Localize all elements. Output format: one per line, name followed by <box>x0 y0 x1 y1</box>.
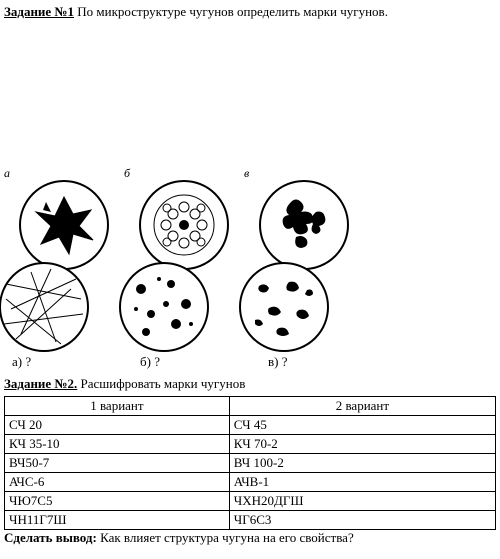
conclusion: Сделать вывод: Как влияет структура чугу… <box>4 530 496 546</box>
microstructure-bot-a <box>0 262 89 352</box>
table-header-row: 1 вариант 2 вариант <box>5 397 496 416</box>
table-cell: ЧХН20ДГШ <box>229 492 495 511</box>
table-cell: СЧ 20 <box>5 416 230 435</box>
microstructure-diagrams: а б <box>4 180 496 370</box>
column-letter: в <box>244 166 249 181</box>
table-cell: ЧЮ7С5 <box>5 492 230 511</box>
conclusion-label: Сделать вывод: <box>4 530 97 545</box>
conclusion-text: Как влияет структура чугуна на его свойс… <box>97 530 354 545</box>
task1-heading: Задание №1 По микроструктуре чугунов опр… <box>4 4 496 20</box>
task2-label: Задание №2. <box>4 376 77 391</box>
table-cell: ВЧ50-7 <box>5 454 230 473</box>
table-cell: АЧВ-1 <box>229 473 495 492</box>
table-cell: ЧГ6С3 <box>229 511 495 530</box>
table-cell: ВЧ 100-2 <box>229 454 495 473</box>
microstructure-top-v <box>259 180 349 270</box>
nodular-cluster-icon <box>141 182 227 268</box>
table-header: 1 вариант <box>5 397 230 416</box>
diagram-column-v: в <box>244 180 364 352</box>
diagram-column-a: а <box>4 180 124 352</box>
task1-label: Задание №1 <box>4 4 74 19</box>
table-cell: КЧ 70-2 <box>229 435 495 454</box>
table-row: КЧ 35-10 КЧ 70-2 <box>5 435 496 454</box>
compact-graphite-icon <box>261 182 347 268</box>
table-row: ЧЮ7С5 ЧХН20ДГШ <box>5 492 496 511</box>
spheroidal-icon <box>121 264 207 350</box>
task2-heading: Задание №2. Расшифровать марки чугунов <box>4 376 496 392</box>
table-cell: СЧ 45 <box>229 416 495 435</box>
table-cell: АЧС-6 <box>5 473 230 492</box>
task1-text: По микроструктуре чугунов определить мар… <box>74 4 388 19</box>
flocky-icon <box>241 264 327 350</box>
lamellar-icon <box>1 264 87 350</box>
table-row: СЧ 20 СЧ 45 <box>5 416 496 435</box>
table-cell: КЧ 35-10 <box>5 435 230 454</box>
caption-v: в) ? <box>260 354 388 370</box>
column-letter: а <box>4 166 10 181</box>
table-row: АЧС-6 АЧВ-1 <box>5 473 496 492</box>
table-header: 2 вариант <box>229 397 495 416</box>
table-row: ВЧ50-7 ВЧ 100-2 <box>5 454 496 473</box>
table-cell: ЧН11Г7Ш <box>5 511 230 530</box>
table-row: ЧН11Г7Ш ЧГ6С3 <box>5 511 496 530</box>
diagram-captions: а) ? б) ? в) ? <box>4 354 496 370</box>
diagram-column-b: б <box>124 180 244 352</box>
diagram-row: а б <box>4 180 496 352</box>
grades-table: 1 вариант 2 вариант СЧ 20 СЧ 45 КЧ 35-10… <box>4 396 496 530</box>
caption-a: а) ? <box>4 354 132 370</box>
column-letter: б <box>124 166 130 181</box>
flake-graphite-icon <box>21 182 107 268</box>
microstructure-bot-b <box>119 262 209 352</box>
task2-text: Расшифровать марки чугунов <box>77 376 245 391</box>
caption-b: б) ? <box>132 354 260 370</box>
microstructure-top-b <box>139 180 229 270</box>
microstructure-bot-v <box>239 262 329 352</box>
microstructure-top-a <box>19 180 109 270</box>
